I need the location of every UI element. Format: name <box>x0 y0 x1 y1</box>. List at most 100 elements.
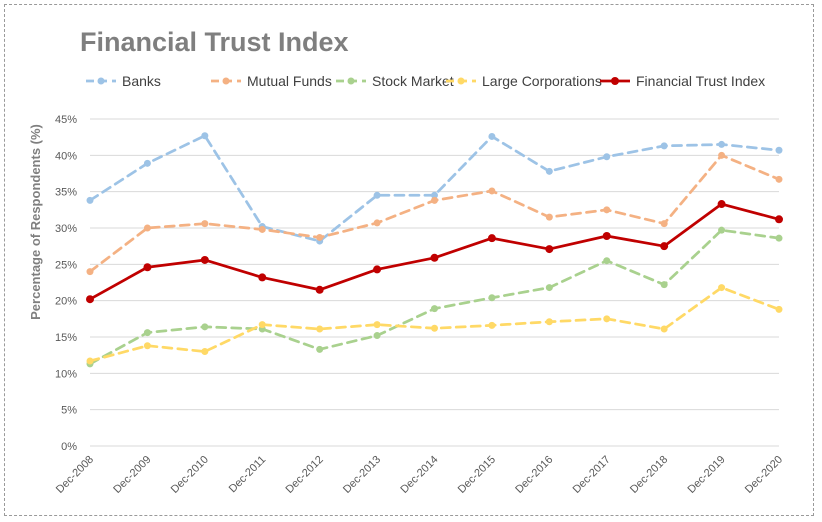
data-point <box>431 196 438 204</box>
data-point <box>545 284 553 292</box>
x-tick-label: Dec-2010 <box>169 454 211 496</box>
data-point <box>431 324 438 332</box>
data-point <box>602 231 611 240</box>
y-tick-label: 15% <box>55 332 77 344</box>
x-tick-label: Dec-2018 <box>628 454 670 496</box>
y-tick-label: 45% <box>55 114 77 126</box>
y-axis-label: Percentage of Respondents (%) <box>28 124 43 320</box>
data-point <box>200 255 209 264</box>
legend-label: Banks <box>122 73 161 89</box>
x-tick-label: Dec-2011 <box>227 454 269 496</box>
legend-marker <box>97 77 105 85</box>
y-tick-label: 35% <box>55 187 77 199</box>
series-line-financial-trust-index <box>88 202 781 301</box>
data-point <box>143 342 151 350</box>
legend-label: Mutual Funds <box>247 73 332 89</box>
data-point <box>373 265 382 274</box>
data-point <box>143 224 151 232</box>
x-tick-label: Dec-2013 <box>341 454 383 496</box>
data-point <box>201 323 209 331</box>
data-point <box>660 220 668 228</box>
data-point <box>373 219 381 227</box>
data-point <box>143 159 151 167</box>
data-point <box>143 263 152 272</box>
data-point <box>718 151 726 159</box>
legend-item-large-corporations: Large Corporations <box>446 73 602 89</box>
y-tick-label: 10% <box>55 368 77 380</box>
data-point <box>258 273 267 282</box>
x-axis-ticks: Dec-2008 Dec-2009 Dec-2010 Dec-2011 Dec-2012… <box>54 454 785 496</box>
y-tick-label: 20% <box>55 296 77 308</box>
data-point <box>86 268 94 276</box>
legend-marker <box>457 77 465 85</box>
legend-item-stock-market: Stock Market <box>336 73 454 89</box>
data-point <box>86 295 94 304</box>
data-point <box>775 146 783 154</box>
data-point <box>545 318 553 326</box>
data-point <box>488 294 496 302</box>
data-point <box>373 321 381 329</box>
data-point <box>603 257 611 265</box>
data-point <box>717 200 726 209</box>
data-point <box>201 132 209 140</box>
series-banks <box>86 132 783 245</box>
data-point <box>487 234 496 243</box>
data-point <box>718 140 726 148</box>
data-point <box>775 234 783 242</box>
legend-item-banks: Banks <box>86 73 161 89</box>
x-tick-label: Dec-2012 <box>284 454 326 496</box>
series-large-corporations <box>86 284 783 365</box>
data-point <box>603 206 611 214</box>
legend-label: Stock Market <box>372 73 454 89</box>
data-point <box>660 325 668 333</box>
y-tick-label: 5% <box>61 405 77 417</box>
data-point <box>430 253 439 262</box>
y-tick-label: 40% <box>55 150 77 162</box>
data-point <box>545 167 553 175</box>
series-financial-trust-index <box>86 200 783 304</box>
data-point <box>603 315 611 323</box>
data-point <box>373 332 381 340</box>
legend-item-mutual-funds: Mutual Funds <box>211 73 332 89</box>
data-point <box>431 191 438 199</box>
data-point <box>603 153 611 161</box>
data-point <box>86 196 94 204</box>
data-point <box>718 284 726 292</box>
y-tick-label: 25% <box>55 259 77 271</box>
series-mutual-funds <box>86 151 783 276</box>
chart-legend: Banks Mutual Funds Stock Market Large Corpo… <box>86 73 765 89</box>
data-point <box>316 325 324 333</box>
x-tick-label: Dec-2017 <box>571 454 613 496</box>
x-tick-label: Dec-2019 <box>685 454 727 496</box>
data-point <box>431 305 438 313</box>
data-point <box>660 281 668 289</box>
series-line-banks <box>88 134 781 243</box>
legend-item-financial-trust-index: Financial Trust Index <box>600 73 765 89</box>
data-point <box>86 357 94 365</box>
x-tick-label: Dec-2016 <box>513 454 555 496</box>
gridlines <box>90 118 779 447</box>
legend-label: Financial Trust Index <box>636 73 765 89</box>
data-point <box>316 345 324 353</box>
data-point <box>488 321 496 329</box>
series-line-stock-market <box>88 228 781 366</box>
data-point <box>201 220 209 228</box>
series-line-large-corporations <box>88 286 781 363</box>
legend-marker <box>611 77 619 85</box>
chart-frame <box>4 4 814 516</box>
data-point <box>258 225 266 233</box>
series-stock-market <box>86 226 783 368</box>
data-point <box>143 329 151 337</box>
legend-label: Large Corporations <box>482 73 602 89</box>
data-point <box>545 213 553 221</box>
data-point <box>488 187 496 195</box>
data-point <box>315 285 324 294</box>
data-point <box>775 305 783 313</box>
data-point <box>316 233 324 241</box>
data-point <box>775 175 783 183</box>
y-tick-label: 0% <box>61 441 77 453</box>
y-axis-ticks: 0% 5% 10% 15% 20% 25% 30% 35% 40% 45% <box>55 114 77 453</box>
x-tick-label: Dec-2014 <box>398 454 440 496</box>
data-point <box>775 215 783 224</box>
y-tick-label: 30% <box>55 223 77 235</box>
